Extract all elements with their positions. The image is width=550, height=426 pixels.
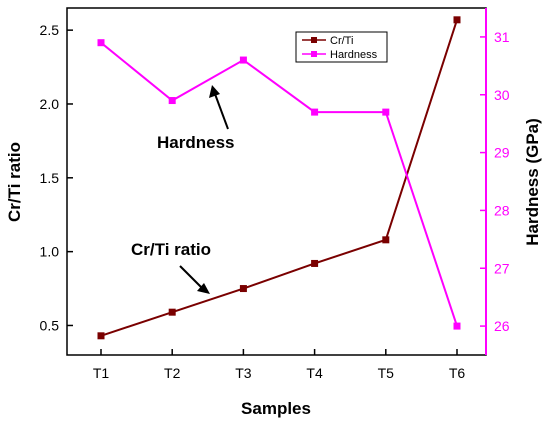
annotation-hardness-arrow bbox=[214, 93, 229, 130]
left-y-tick-label: 1.5 bbox=[40, 170, 60, 186]
x-tick-label: T3 bbox=[235, 365, 252, 381]
right-y-tick-label: 29 bbox=[494, 145, 510, 161]
right-y-tick-label: 30 bbox=[494, 87, 510, 103]
annotation-crti-arrow bbox=[179, 265, 202, 288]
series-point-hardness bbox=[453, 322, 461, 330]
left-y-axis-title: Cr/Ti ratio bbox=[5, 142, 24, 222]
annotation-hardness-arrowhead bbox=[209, 85, 220, 98]
series-point-hardness bbox=[239, 56, 247, 64]
legend-swatch-marker-crti bbox=[311, 37, 317, 43]
series-point-hardness bbox=[311, 108, 319, 116]
series-point-cr-ti bbox=[382, 236, 390, 244]
left-y-ticks: 0.5 1.0 1.5 2.0 2.5 bbox=[40, 22, 73, 333]
series-point-cr-ti bbox=[453, 16, 461, 24]
annotation-crti: Cr/Ti ratio bbox=[131, 240, 211, 294]
series-point-cr-ti bbox=[168, 308, 176, 316]
plot-frame bbox=[66, 7, 487, 356]
annotation-hardness: Hardness bbox=[157, 85, 234, 152]
series-layer bbox=[97, 16, 461, 340]
x-tick-label: T5 bbox=[378, 365, 395, 381]
right-y-tick-label: 26 bbox=[494, 318, 510, 334]
series-point-cr-ti bbox=[97, 332, 105, 340]
right-y-ticks: 26 27 28 29 30 31 bbox=[480, 29, 510, 334]
legend: Cr/Ti Hardness bbox=[295, 31, 388, 63]
x-tick-label: T4 bbox=[306, 365, 323, 381]
series-point-hardness bbox=[168, 97, 176, 105]
series-point-hardness bbox=[97, 39, 105, 47]
annotation-hardness-label: Hardness bbox=[157, 133, 234, 152]
x-axis-title: Samples bbox=[241, 399, 311, 418]
right-y-tick-label: 31 bbox=[494, 29, 510, 45]
left-y-tick-label: 2.5 bbox=[40, 22, 60, 38]
left-y-tick-label: 2.0 bbox=[40, 96, 60, 112]
series-point-hardness bbox=[382, 108, 390, 116]
annotation-crti-label: Cr/Ti ratio bbox=[131, 240, 211, 259]
x-tick-label: T1 bbox=[93, 365, 110, 381]
x-ticks: T1 T2 T3 T4 T5 T6 bbox=[93, 349, 466, 381]
series-point-cr-ti bbox=[239, 285, 247, 293]
x-tick-label: T6 bbox=[449, 365, 466, 381]
legend-label-crti: Cr/Ti bbox=[330, 35, 353, 47]
left-y-tick-label: 0.5 bbox=[40, 317, 60, 333]
series-line-hardness bbox=[100, 41, 458, 327]
legend-label-hardness: Hardness bbox=[330, 49, 378, 61]
series-line-cr-ti bbox=[100, 19, 458, 337]
right-y-tick-label: 27 bbox=[494, 260, 510, 276]
series-point-cr-ti bbox=[311, 259, 319, 267]
right-y-tick-label: 28 bbox=[494, 202, 510, 218]
legend-swatch-marker-hardness bbox=[311, 51, 317, 57]
annotation-crti-arrowhead bbox=[197, 283, 210, 294]
x-tick-label: T2 bbox=[164, 365, 181, 381]
right-y-axis-title: Hardness (GPa) bbox=[523, 118, 542, 246]
left-y-tick-label: 1.0 bbox=[40, 244, 60, 260]
